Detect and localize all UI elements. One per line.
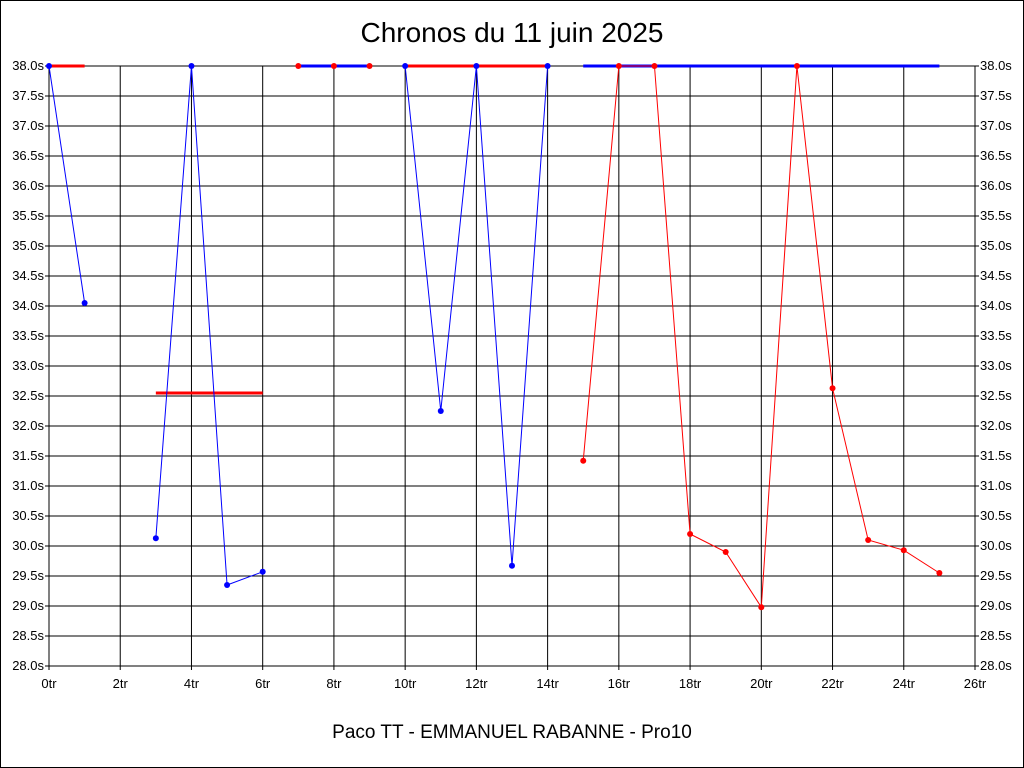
y-tick-label: 30.0s bbox=[980, 538, 1012, 553]
data-point bbox=[615, 63, 622, 69]
y-tick-label: 28.5s bbox=[980, 628, 1012, 643]
data-point bbox=[259, 568, 266, 575]
data-points bbox=[46, 63, 943, 611]
data-point bbox=[509, 562, 515, 569]
data-point bbox=[722, 549, 729, 555]
x-tick-label: 6tr bbox=[255, 676, 271, 691]
y-tick-label: 38.0s bbox=[980, 58, 1012, 73]
y-tick-label: 37.5s bbox=[980, 88, 1012, 103]
y-tick-label: 31.0s bbox=[12, 478, 44, 493]
data-point bbox=[758, 604, 765, 611]
y-tick-label: 32.0s bbox=[980, 418, 1012, 433]
data-point bbox=[224, 582, 231, 588]
y-tick-label: 28.0s bbox=[980, 658, 1012, 673]
x-tick-label: 26tr bbox=[964, 676, 987, 691]
y-tick-label: 36.0s bbox=[12, 178, 44, 193]
y-tick-label: 32.5s bbox=[12, 388, 44, 403]
y-tick-label: 32.0s bbox=[12, 418, 44, 433]
y-tick-label: 36.0s bbox=[980, 178, 1012, 193]
y-tick-label: 34.5s bbox=[980, 268, 1012, 283]
data-point bbox=[829, 385, 836, 392]
y-tick-label: 33.5s bbox=[980, 328, 1012, 343]
y-tick-label: 29.5s bbox=[12, 568, 44, 583]
x-tick-label: 24tr bbox=[893, 676, 916, 691]
data-point bbox=[188, 63, 195, 69]
y-tick-label: 37.0s bbox=[980, 118, 1012, 133]
data-point bbox=[544, 63, 551, 69]
y-tick-label: 28.0s bbox=[12, 658, 44, 673]
x-tick-label: 10tr bbox=[394, 676, 417, 691]
y-tick-label: 36.5s bbox=[12, 148, 44, 163]
data-point bbox=[330, 63, 337, 69]
data-point bbox=[936, 570, 943, 576]
y-tick-label: 31.5s bbox=[980, 448, 1012, 463]
y-tick-label: 35.0s bbox=[980, 238, 1012, 253]
y-tick-label: 31.5s bbox=[12, 448, 44, 463]
x-tick-label: 8tr bbox=[326, 676, 342, 691]
y-tick-label: 28.5s bbox=[12, 628, 44, 643]
x-tick-label: 12tr bbox=[465, 676, 488, 691]
y-tick-label: 30.5s bbox=[980, 508, 1012, 523]
y-tick-label: 36.5s bbox=[980, 148, 1012, 163]
y-tick-label: 34.5s bbox=[12, 268, 44, 283]
x-tick-label: 18tr bbox=[679, 676, 702, 691]
y-tick-label: 37.0s bbox=[12, 118, 44, 133]
series-line bbox=[155, 65, 263, 586]
data-point bbox=[152, 535, 159, 542]
y-tick-label: 33.0s bbox=[980, 358, 1012, 373]
data-point bbox=[402, 63, 409, 69]
y-tick-label: 37.5s bbox=[12, 88, 44, 103]
x-tick-label: 20tr bbox=[750, 676, 773, 691]
data-point bbox=[865, 537, 872, 543]
y-tick-label: 34.0s bbox=[12, 298, 44, 313]
x-tick-label: 22tr bbox=[821, 676, 844, 691]
grid-lines bbox=[48, 65, 976, 667]
data-point bbox=[295, 63, 302, 69]
data-point bbox=[580, 457, 587, 464]
y-tick-label: 35.5s bbox=[12, 208, 44, 223]
x-tick-label: 16tr bbox=[608, 676, 631, 691]
y-tick-label: 34.0s bbox=[980, 298, 1012, 313]
x-tick-label: 4tr bbox=[184, 676, 200, 691]
x-tick-label: 2tr bbox=[113, 676, 129, 691]
data-point bbox=[473, 63, 480, 69]
y-tick-label: 38.0s bbox=[12, 58, 44, 73]
y-tick-label: 35.5s bbox=[980, 208, 1012, 223]
y-tick-label: 29.0s bbox=[980, 598, 1012, 613]
data-point bbox=[793, 63, 800, 69]
data-point bbox=[81, 300, 88, 306]
x-tick-label: 14tr bbox=[536, 676, 559, 691]
data-point bbox=[651, 63, 658, 69]
chart-subtitle: Paco TT - EMMANUEL RABANNE - Pro10 bbox=[332, 722, 692, 743]
y-tick-label: 30.5s bbox=[12, 508, 44, 523]
y-tick-label: 32.5s bbox=[980, 388, 1012, 403]
y-axis-left: 28.0s 28.5s 29.0s 29.5s 30.0s 30.5s 31.0s 31.5s… bbox=[12, 58, 49, 673]
data-point bbox=[366, 63, 373, 69]
chart-title: Chronos du 11 juin 2025 bbox=[360, 17, 664, 48]
y-tick-label: 29.0s bbox=[12, 598, 44, 613]
data-point bbox=[900, 547, 907, 554]
data-point bbox=[46, 63, 52, 69]
data-point bbox=[687, 531, 694, 537]
data-point bbox=[437, 408, 444, 414]
y-tick-label: 29.5s bbox=[980, 568, 1012, 583]
y-tick-label: 33.0s bbox=[12, 358, 44, 373]
x-tick-label: 0tr bbox=[41, 676, 57, 691]
series-line bbox=[48, 65, 86, 304]
y-tick-label: 31.0s bbox=[980, 478, 1012, 493]
y-tick-label: 35.0s bbox=[12, 238, 44, 253]
y-axis-right: 28.0s 28.5s 29.0s 29.5s 30.0s 30.5s 31.0s 31.5s… bbox=[975, 58, 1012, 673]
x-axis: 0tr 2tr 4tr 6tr 8tr 10tr 12tr 14tr 16tr 18tr 20tr 2… bbox=[41, 666, 987, 691]
y-tick-label: 33.5s bbox=[12, 328, 44, 343]
y-tick-label: 30.0s bbox=[12, 538, 44, 553]
